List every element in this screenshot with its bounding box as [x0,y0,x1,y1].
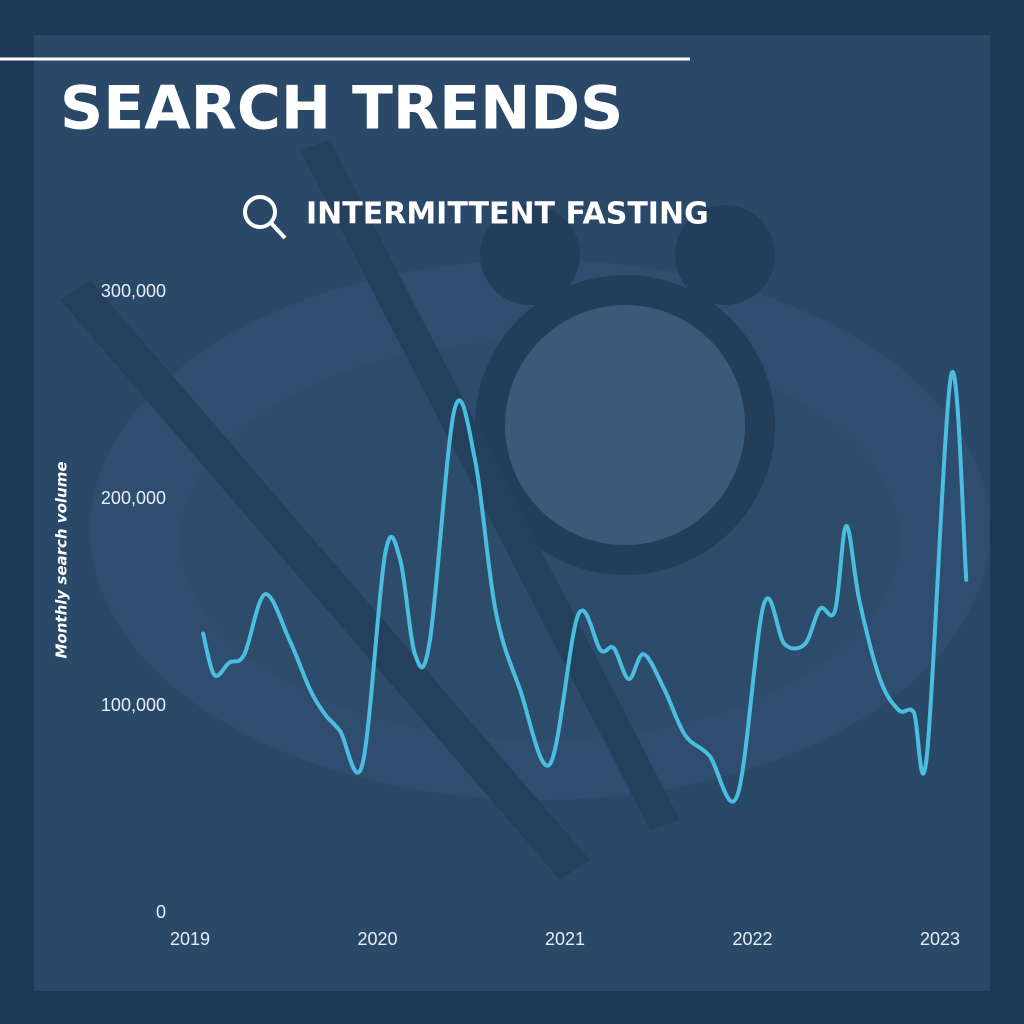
background-photo [60,140,990,880]
y-tick-label: 200,000 [101,488,166,508]
x-tick-label: 2023 [920,929,960,949]
panel [34,35,990,991]
search-icon [243,195,287,240]
y-tick-label: 300,000 [101,281,166,301]
chart-subtitle: INTERMITTENT FASTING [306,197,709,232]
x-tick-label: 2019 [170,929,210,949]
x-tick-label: 2021 [545,929,585,949]
x-tick-label: 2020 [357,929,397,949]
y-axis-label: Monthly search volume [53,461,71,658]
y-tick-label: 0 [156,902,166,922]
data-line [201,369,969,804]
x-tick-label: 2022 [732,929,772,949]
y-tick-label: 100,000 [101,695,166,715]
chart-title: SEARCH TRENDS [60,74,623,144]
